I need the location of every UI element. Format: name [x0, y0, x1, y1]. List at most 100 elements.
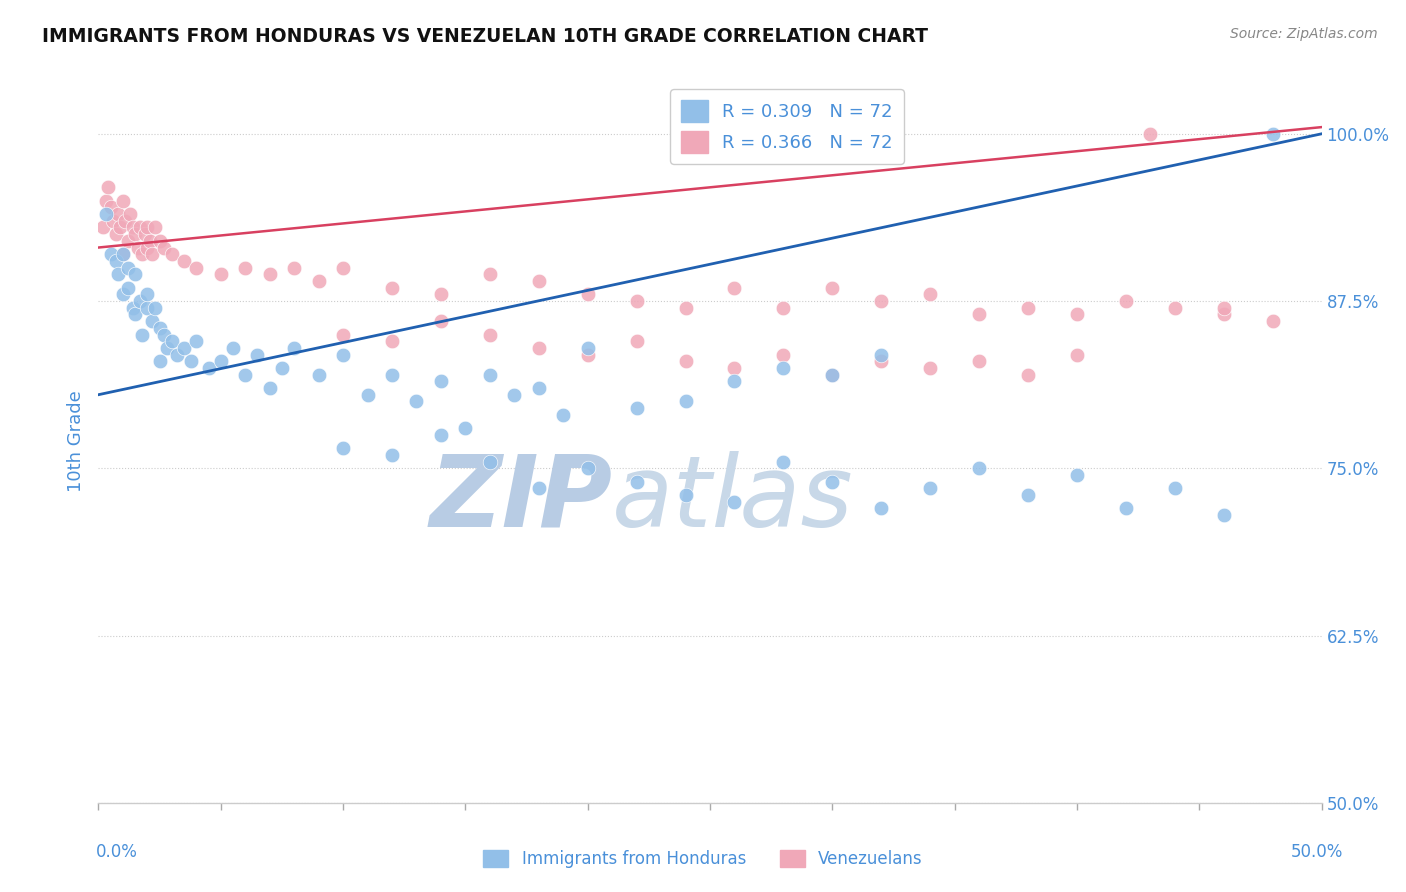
Point: [197, 360, 219, 375]
Point: [381, 448, 404, 462]
Point: [772, 360, 794, 375]
Point: [149, 234, 172, 248]
Point: [124, 268, 146, 282]
Point: [131, 247, 153, 261]
Point: [1115, 294, 1137, 309]
Point: [967, 307, 990, 321]
Point: [136, 241, 159, 255]
Text: 50.0%: 50.0%: [1291, 843, 1343, 861]
Point: [503, 387, 526, 401]
Point: [478, 455, 501, 469]
Point: [332, 260, 354, 275]
Point: [101, 214, 124, 228]
Point: [772, 348, 794, 362]
Point: [723, 494, 745, 508]
Point: [233, 368, 256, 382]
Point: [173, 341, 195, 355]
Point: [186, 334, 208, 348]
Point: [121, 220, 143, 235]
Text: 0.0%: 0.0%: [96, 843, 138, 861]
Point: [1164, 482, 1187, 496]
Point: [270, 360, 294, 375]
Point: [626, 294, 648, 309]
Point: [478, 368, 501, 382]
Point: [156, 341, 179, 355]
Point: [821, 368, 844, 382]
Point: [180, 354, 202, 368]
Point: [111, 194, 134, 208]
Point: [527, 381, 550, 395]
Point: [870, 294, 893, 309]
Point: [114, 214, 136, 228]
Legend: Immigrants from Honduras, Venezuelans: Immigrants from Honduras, Venezuelans: [477, 843, 929, 875]
Point: [1212, 301, 1234, 315]
Point: [94, 207, 117, 221]
Point: [527, 482, 550, 496]
Point: [308, 368, 330, 382]
Point: [870, 501, 893, 516]
Point: [160, 334, 183, 348]
Point: [117, 234, 139, 248]
Point: [149, 321, 172, 335]
Point: [129, 294, 152, 309]
Point: [259, 268, 281, 282]
Point: [1115, 501, 1137, 516]
Point: [97, 180, 120, 194]
Point: [1139, 127, 1161, 141]
Point: [772, 455, 794, 469]
Point: [626, 475, 648, 489]
Point: [143, 301, 166, 315]
Point: [124, 307, 146, 321]
Point: [1261, 127, 1284, 141]
Point: [1017, 368, 1039, 382]
Point: [160, 247, 183, 261]
Point: [134, 227, 156, 241]
Point: [920, 287, 942, 301]
Point: [870, 348, 893, 362]
Point: [576, 287, 599, 301]
Point: [120, 207, 142, 221]
Point: [153, 327, 176, 342]
Point: [332, 327, 354, 342]
Point: [430, 314, 453, 328]
Point: [111, 247, 134, 261]
Point: [723, 360, 745, 375]
Point: [222, 341, 245, 355]
Point: [454, 421, 477, 435]
Point: [136, 287, 159, 301]
Point: [283, 260, 305, 275]
Point: [553, 408, 575, 422]
Point: [1066, 307, 1088, 321]
Point: [283, 341, 305, 355]
Point: [308, 274, 330, 288]
Point: [675, 301, 697, 315]
Point: [94, 194, 117, 208]
Y-axis label: 10th Grade: 10th Grade: [66, 391, 84, 492]
Point: [821, 368, 844, 382]
Point: [141, 247, 163, 261]
Point: [675, 488, 697, 502]
Point: [124, 227, 146, 241]
Point: [332, 442, 354, 455]
Text: IMMIGRANTS FROM HONDURAS VS VENEZUELAN 10TH GRADE CORRELATION CHART: IMMIGRANTS FROM HONDURAS VS VENEZUELAN 1…: [42, 27, 928, 45]
Point: [723, 280, 745, 294]
Point: [209, 268, 232, 282]
Point: [920, 482, 942, 496]
Point: [967, 354, 990, 368]
Point: [107, 268, 129, 282]
Point: [104, 253, 127, 268]
Point: [153, 241, 176, 255]
Point: [259, 381, 281, 395]
Point: [121, 301, 143, 315]
Point: [149, 354, 172, 368]
Point: [527, 274, 550, 288]
Point: [381, 334, 404, 348]
Point: [576, 461, 599, 475]
Point: [1017, 301, 1039, 315]
Point: [139, 234, 162, 248]
Point: [136, 301, 159, 315]
Point: [100, 201, 122, 215]
Point: [478, 327, 501, 342]
Point: [430, 375, 453, 389]
Point: [1017, 488, 1039, 502]
